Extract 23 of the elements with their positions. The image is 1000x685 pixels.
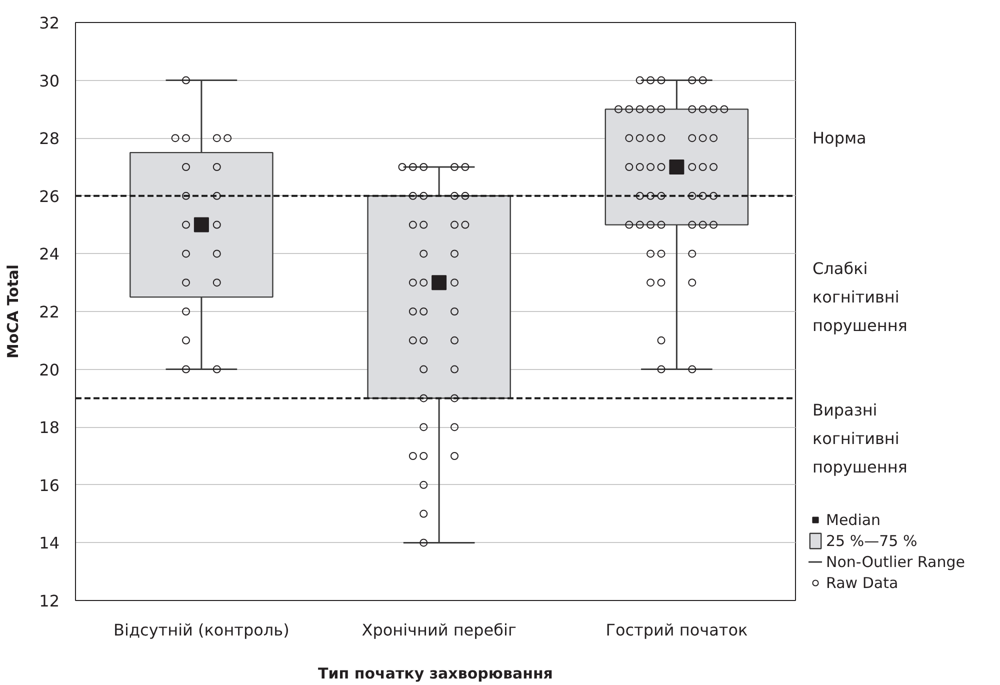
y-tick-label: 20 xyxy=(39,360,60,380)
y-tick-label: 22 xyxy=(39,302,60,322)
y-tick-label: 12 xyxy=(39,592,60,610)
legend-label: Raw Data xyxy=(826,573,898,592)
text: Median xyxy=(826,510,881,529)
y-tick-label: 18 xyxy=(39,418,60,438)
legend-label: 25 %—75 % xyxy=(826,531,918,550)
x-tick-label: Гострий початок xyxy=(606,620,748,640)
y-tick-label: 14 xyxy=(39,534,60,553)
y-tick-label: 24 xyxy=(39,244,60,264)
y-tick-label: 30 xyxy=(39,71,60,90)
x-tick-label: Відсутній (контроль) xyxy=(114,620,290,640)
y-tick-label: 16 xyxy=(39,476,60,495)
y-tick-label: 28 xyxy=(39,129,60,148)
text: Норма xyxy=(812,128,866,148)
x-axis-title: Тип початку захворювання xyxy=(318,664,553,682)
text: Non-Outlier Range xyxy=(826,552,965,571)
text: Слабкі когнітивні порушення xyxy=(812,259,908,336)
y-tick-label: 32 xyxy=(39,14,60,32)
y-axis-title: MoCA Total xyxy=(4,264,22,359)
y-tick-label: 26 xyxy=(39,186,60,206)
text: Виразні когнітивні порушення xyxy=(812,400,908,477)
x-tick-label: Хронічний перебіг xyxy=(362,620,516,640)
